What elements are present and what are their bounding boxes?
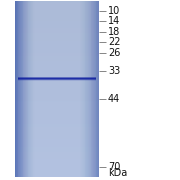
Text: 33: 33: [108, 66, 120, 76]
Text: 26: 26: [108, 48, 120, 58]
Text: 14: 14: [108, 17, 120, 26]
Text: kDa: kDa: [108, 168, 127, 178]
Text: 44: 44: [108, 94, 120, 104]
Text: 22: 22: [108, 37, 120, 47]
Text: 70: 70: [108, 162, 120, 172]
Text: 18: 18: [108, 27, 120, 37]
Text: 10: 10: [108, 6, 120, 16]
